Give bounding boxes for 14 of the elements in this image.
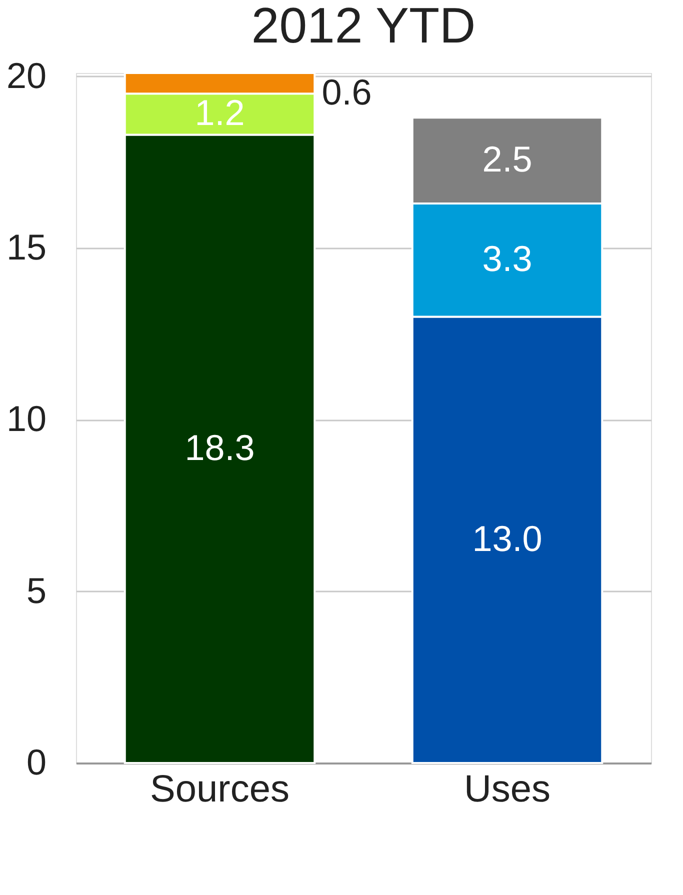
data-label: 3.3 [482,238,532,280]
data-label: 2.5 [482,138,532,180]
y-tick-label: 0 [26,742,46,782]
data-label: 1.2 [194,92,245,134]
y-tick-label: 10 [6,398,46,440]
x-tick-label: Uses [464,768,551,810]
data-label: 0.6 [322,71,372,112]
y-tick-label: 15 [6,226,46,268]
y-tick-label: 5 [26,570,46,611]
chart-title: 2012 YTD [251,0,476,54]
data-label: 13.0 [472,518,542,559]
y-tick-label: 20 [6,54,46,96]
data-label: 18.3 [184,426,255,468]
x-tick-label: Sources [150,768,290,810]
